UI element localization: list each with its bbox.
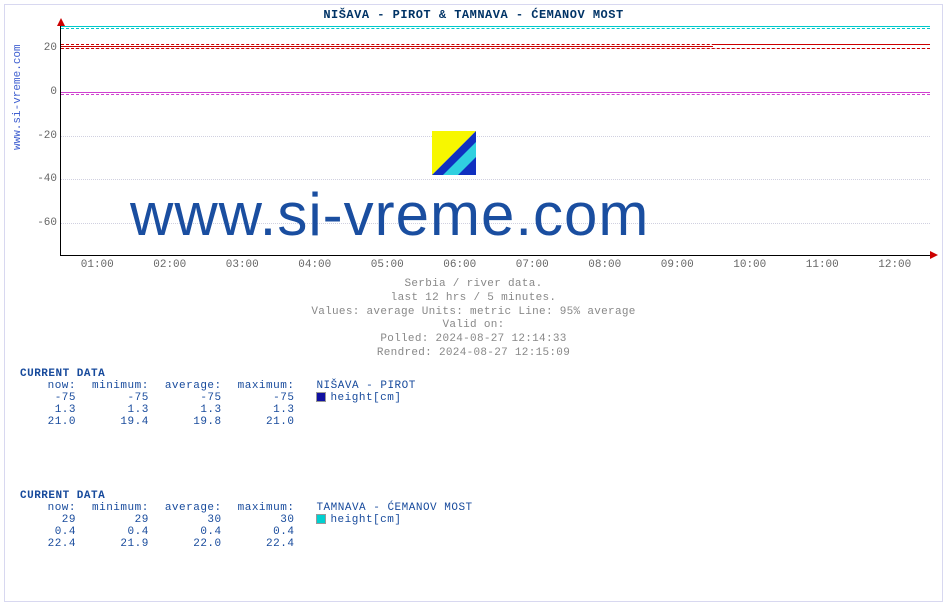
y-tick-label: -60	[23, 217, 57, 229]
current-data-heading: CURRENT DATA	[20, 368, 424, 380]
x-axis-arrow-icon	[930, 251, 938, 259]
table-cell: 22.4	[20, 538, 84, 550]
table-cell: 0.4	[230, 526, 303, 538]
legend-swatch-icon	[316, 514, 326, 524]
y-tick-label: 0	[23, 86, 57, 98]
table-cell: -75	[230, 392, 303, 404]
table-cell: 19.8	[157, 416, 230, 428]
table-cell: -75	[84, 392, 157, 404]
series-line	[61, 48, 930, 49]
legend-entry: height[cm]	[302, 392, 423, 404]
meta-line: Rendred: 2024-08-27 12:15:09	[0, 347, 947, 361]
table-cell: -75	[157, 392, 230, 404]
series-line	[61, 46, 713, 47]
y-tick-label: -20	[23, 130, 57, 142]
chart-title: NIŠAVA - PIROT & TAMNAVA - ĆEMANOV MOST	[0, 8, 947, 22]
current-data-table: now:minimum:average:maximum:TAMNAVA - ĆE…	[20, 502, 481, 550]
table-row: 0.40.40.40.4	[20, 526, 481, 538]
table-cell: 0.4	[84, 526, 157, 538]
table-col-header: maximum:	[230, 380, 303, 392]
table-row: 29293030height[cm]	[20, 514, 481, 526]
x-tick-label: 03:00	[226, 259, 259, 271]
table-cell: 29	[20, 514, 84, 526]
meta-line: Polled: 2024-08-27 12:14:33	[0, 333, 947, 347]
table-cell: 0.4	[20, 526, 84, 538]
empty-cell	[302, 404, 423, 416]
table-row: -75-75-75-75height[cm]	[20, 392, 424, 404]
x-tick-label: 09:00	[661, 259, 694, 271]
table-row: 1.31.31.31.3	[20, 404, 424, 416]
x-tick-label: 02:00	[153, 259, 186, 271]
table-cell: 1.3	[157, 404, 230, 416]
table-cell: 30	[230, 514, 303, 526]
table-cell: 21.0	[20, 416, 84, 428]
series-line	[61, 94, 930, 95]
y-tick-label: 20	[23, 42, 57, 54]
table-cell: 1.3	[20, 404, 84, 416]
empty-cell	[302, 538, 480, 550]
table-col-header: minimum:	[84, 380, 157, 392]
legend-swatch-icon	[316, 392, 326, 402]
x-tick-label: 07:00	[516, 259, 549, 271]
gridline-h	[61, 136, 930, 137]
table-cell: 22.0	[157, 538, 230, 550]
station-name: NIŠAVA - PIROT	[302, 380, 423, 392]
legend-label: height[cm]	[330, 514, 401, 526]
table-row: 22.421.922.022.4	[20, 538, 481, 550]
series-line	[61, 44, 930, 45]
table-col-header: average:	[157, 502, 230, 514]
x-tick-label: 06:00	[443, 259, 476, 271]
table-col-header: minimum:	[84, 502, 157, 514]
legend-label: height[cm]	[330, 392, 401, 404]
table-cell: 29	[84, 514, 157, 526]
table-col-header: now:	[20, 502, 84, 514]
chart-meta-caption: Serbia / river data. last 12 hrs / 5 min…	[0, 278, 947, 361]
table-col-header: now:	[20, 380, 84, 392]
series-line	[61, 92, 930, 93]
table-row: 21.019.419.821.0	[20, 416, 424, 428]
x-tick-label: 08:00	[588, 259, 621, 271]
table-cell: 19.4	[84, 416, 157, 428]
empty-cell	[302, 416, 423, 428]
table-cell: 1.3	[230, 404, 303, 416]
series-line	[61, 26, 930, 27]
x-tick-label: 01:00	[81, 259, 114, 271]
y-tick-label: -40	[23, 173, 57, 185]
watermark-text: www.si-vreme.com	[130, 180, 649, 249]
x-tick-label: 10:00	[733, 259, 766, 271]
current-data-heading: CURRENT DATA	[20, 490, 481, 502]
current-data-block: CURRENT DATAnow:minimum:average:maximum:…	[20, 490, 481, 550]
table-col-header: maximum:	[230, 502, 303, 514]
meta-line: Serbia / river data.	[0, 278, 947, 292]
current-data-table: now:minimum:average:maximum:NIŠAVA - PIR…	[20, 380, 424, 428]
table-cell: 30	[157, 514, 230, 526]
x-tick-label: 05:00	[371, 259, 404, 271]
x-tick-label: 04:00	[298, 259, 331, 271]
table-cell: 22.4	[230, 538, 303, 550]
current-data-block: CURRENT DATAnow:minimum:average:maximum:…	[20, 368, 424, 428]
meta-line: Values: average Units: metric Line: 95% …	[0, 306, 947, 320]
meta-line: Valid on:	[0, 319, 947, 333]
table-cell: 21.0	[230, 416, 303, 428]
meta-line: last 12 hrs / 5 minutes.	[0, 292, 947, 306]
x-tick-label: 11:00	[806, 259, 839, 271]
watermark-logo-icon	[432, 131, 476, 175]
y-axis-arrow-icon	[57, 18, 65, 26]
table-cell: 21.9	[84, 538, 157, 550]
table-col-header: average:	[157, 380, 230, 392]
empty-cell	[302, 526, 480, 538]
table-cell: -75	[20, 392, 84, 404]
legend-entry: height[cm]	[302, 514, 480, 526]
table-cell: 0.4	[157, 526, 230, 538]
station-name: TAMNAVA - ĆEMANOV MOST	[302, 502, 480, 514]
x-tick-label: 12:00	[878, 259, 911, 271]
series-line	[61, 28, 930, 29]
table-cell: 1.3	[84, 404, 157, 416]
